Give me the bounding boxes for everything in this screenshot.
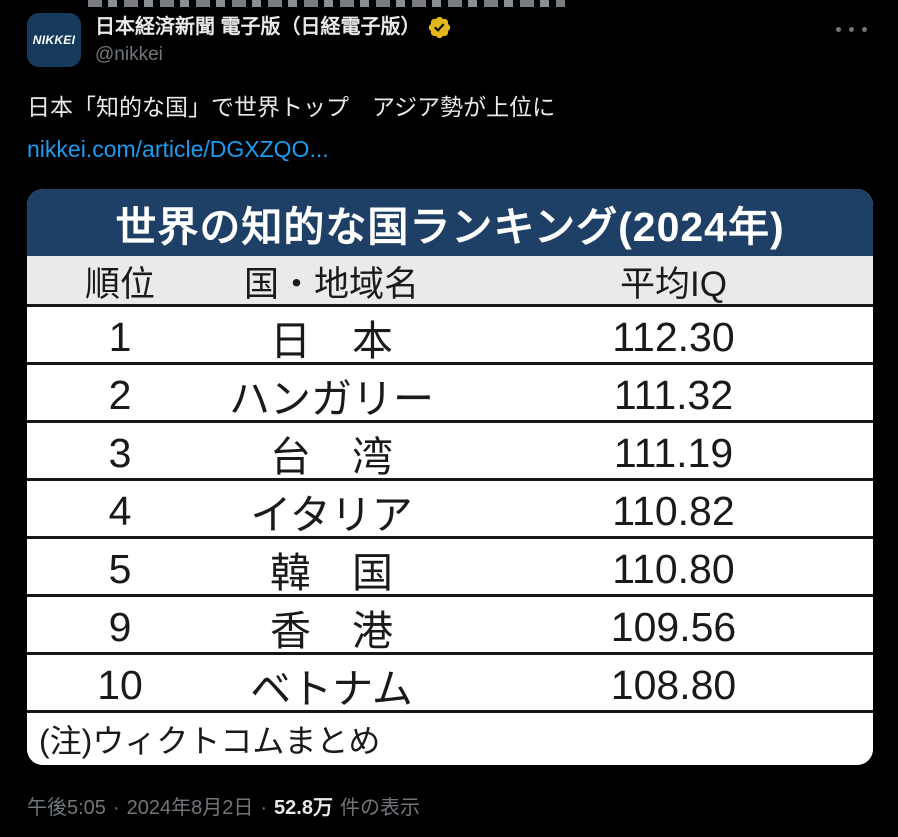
table-row: 9 香 港 109.56	[27, 597, 873, 656]
country-cell: イタリア	[250, 492, 413, 539]
clipped-text-remnant	[88, 0, 565, 7]
post-header: NIKKEI 日本経済新聞 電子版（日経電子版） @nikkei	[27, 13, 873, 67]
account-handle[interactable]: @nikkei	[95, 44, 163, 65]
iq-cell: 112.30	[612, 313, 735, 360]
table-note: (注)ウィクトコムまとめ	[27, 713, 873, 766]
date: 2024年8月2日	[126, 797, 254, 820]
rank-cell: 1	[108, 313, 132, 360]
table-row: 3 台 湾 111.19	[27, 423, 873, 482]
table-row: 5 韓 国 110.80	[27, 539, 873, 598]
tweet-post: NIKKEI 日本経済新聞 電子版（日経電子版） @nikkei 日本「知的な国…	[27, 13, 873, 820]
meta-separator: ·	[260, 797, 268, 820]
rank-cell: 5	[108, 545, 132, 592]
rank-cell: 10	[97, 661, 143, 708]
column-header-iq: 平均IQ	[620, 265, 727, 305]
account-id-block: 日本経済新聞 電子版（日経電子版） @nikkei	[95, 13, 452, 66]
country-cell: 台 湾	[270, 434, 394, 481]
table-row: 1 日 本 112.30	[27, 307, 873, 366]
column-header-rank: 順位	[85, 265, 156, 305]
country-cell: 日 本	[270, 318, 394, 365]
iq-cell: 110.80	[612, 545, 735, 592]
iq-cell: 110.82	[612, 487, 735, 534]
meta-separator: ·	[112, 797, 120, 820]
iq-cell: 109.56	[610, 603, 737, 650]
rank-cell: 4	[108, 487, 132, 534]
views-count: 52.8万	[274, 797, 333, 820]
column-header-country: 国・地域名	[244, 265, 420, 305]
views-label: 件の表示	[339, 797, 420, 820]
rank-cell: 9	[108, 603, 132, 650]
table-title: 世界の知的な国ランキング(2024年)	[27, 189, 873, 257]
post-meta: 午後5:05 · 2024年8月2日 · 52.8万 件の表示	[27, 791, 873, 820]
ranking-table-image[interactable]: 世界の知的な国ランキング(2024年) 順位 国・地域名 平均IQ 1 日 本 …	[27, 189, 873, 766]
avatar[interactable]: NIKKEI	[27, 13, 81, 67]
more-icon	[836, 27, 841, 32]
rank-cell: 2	[108, 371, 132, 418]
country-cell: 韓 国	[270, 550, 394, 597]
country-cell: ハンガリー	[229, 376, 435, 423]
table-row: 2 ハンガリー 111.32	[27, 365, 873, 424]
more-button[interactable]	[830, 21, 873, 38]
table-row: 4 イタリア 110.82	[27, 481, 873, 540]
iq-cell: 111.19	[613, 429, 734, 476]
country-cell: 香 港	[270, 608, 394, 655]
tweet-text: 日本「知的な国」で世界トップ アジア勢が上位に	[27, 94, 556, 120]
timestamp: 午後5:05	[27, 797, 106, 820]
gold-verified-icon	[428, 16, 450, 38]
nikkei-logo: NIKKEI	[32, 33, 76, 47]
table-header-row: 順位 国・地域名 平均IQ	[27, 256, 873, 308]
account-name[interactable]: 日本経済新聞 電子版（日経電子版）	[95, 16, 421, 38]
rank-cell: 3	[108, 429, 132, 476]
table-row: 10 ベトナム 108.80	[27, 655, 873, 714]
iq-cell: 108.80	[610, 661, 737, 708]
article-link[interactable]: nikkei.com/article/DGXZQO...	[27, 136, 329, 163]
iq-cell: 111.32	[613, 371, 734, 418]
country-cell: ベトナム	[250, 666, 413, 713]
